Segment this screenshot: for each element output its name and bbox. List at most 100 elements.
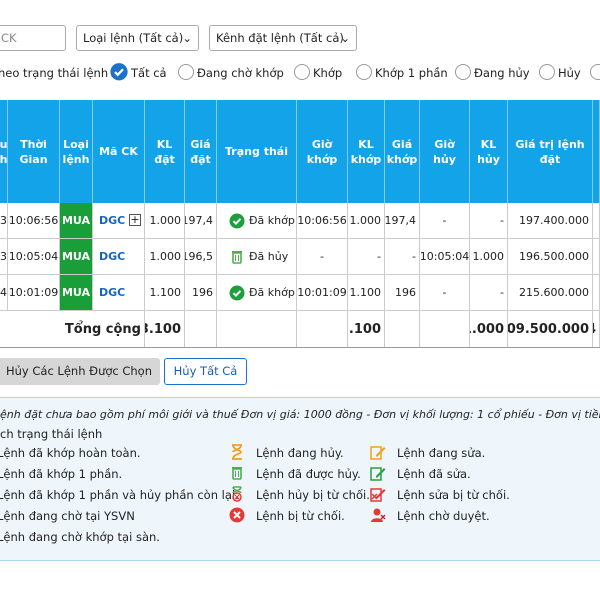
expand-icon[interactable]: + <box>129 213 141 226</box>
table-cell: 196 <box>185 275 217 311</box>
table-cell: - <box>297 239 348 275</box>
header-cell: Giá khớp <box>385 100 420 203</box>
status-icon <box>229 213 245 232</box>
legend-icon <box>370 486 386 505</box>
table-cell: 197,4 <box>385 203 420 239</box>
total-cell: 4 <box>593 311 600 348</box>
total-cell: 609.500.000 <box>508 311 593 348</box>
caret: ⌄ <box>182 31 192 45</box>
header-cell <box>593 100 600 203</box>
total-cell <box>297 311 348 348</box>
legend-text: Lệnh chờ duyệt. <box>397 509 490 523</box>
note: ệnh đặt chưa bao gồm phí môi giới và thu… <box>0 408 600 421</box>
radio-label: Đang hủy <box>474 66 530 80</box>
legend-text: Lệnh hủy bị từ chối. <box>256 488 370 502</box>
header-cell: Mã CK <box>93 100 145 203</box>
legend-text: Lệnh bị từ chối. <box>256 509 345 523</box>
channel-select[interactable]: Kênh đặt lệnh (Tất cả) ⌄ <box>209 25 357 51</box>
table-cell: - <box>420 275 470 311</box>
total-cell <box>217 311 297 348</box>
radio[interactable] <box>356 64 372 80</box>
legend-text: Lệnh đã sửa. <box>397 467 471 481</box>
table-cell: 197.400.000 <box>508 203 593 239</box>
radio[interactable] <box>590 64 600 80</box>
legend-icon <box>229 444 245 463</box>
legend-icon <box>370 444 386 463</box>
table-cell: 10:05:04 <box>420 239 470 275</box>
radio-label: Khớp <box>313 66 343 80</box>
status-label: heo trạng thái lệnh <box>0 66 109 80</box>
table-cell: - <box>420 203 470 239</box>
radio[interactable] <box>539 64 555 80</box>
icon <box>371 508 386 522</box>
legend-text: Lệnh đã khớp hoàn toàn. <box>0 446 141 460</box>
legend-text: Lệnh đã khớp 1 phần và hủy phần còn lại. <box>0 488 239 502</box>
table-cell: - <box>470 203 508 239</box>
status-icon <box>229 285 245 304</box>
table-cell: MUA <box>60 239 93 275</box>
caret: ⌄ <box>340 31 350 45</box>
table-cell: - <box>385 239 420 275</box>
total-cell: 3.100 <box>145 311 185 348</box>
table-cell: 1.000 <box>145 239 185 275</box>
legend-text: Lệnh đang hủy. <box>256 446 344 460</box>
header-cell: Thời Gian <box>8 100 60 203</box>
table-cell: 196 <box>385 275 420 311</box>
legend-icon <box>229 465 245 484</box>
icon <box>229 285 245 301</box>
header-cell: Giá trị lệnh đặt <box>508 100 593 203</box>
total-cell <box>185 311 217 348</box>
select-text: Kênh đặt lệnh (Tất cả) <box>216 31 344 45</box>
table-cell: 1.000 <box>145 203 185 239</box>
table-cell: DGC <box>93 239 145 275</box>
table-cell: Đã khớp <box>217 203 297 239</box>
radio[interactable] <box>178 64 194 80</box>
status-icon <box>229 249 245 268</box>
icon <box>229 507 245 523</box>
legend-text: Lệnh đang chờ tại YSVN <box>0 509 135 523</box>
table-cell: 10:06:56 <box>8 203 60 239</box>
table-cell: 10:01:09 <box>297 275 348 311</box>
table-cell: MUA <box>60 275 93 311</box>
icon <box>370 467 386 481</box>
table-cell: 10:01:09 <box>8 275 60 311</box>
table-cell: DGC <box>93 275 145 311</box>
select-text: Loại lệnh (Tất cả) <box>83 31 184 45</box>
radio[interactable] <box>455 64 471 80</box>
radio-label: Tất cả <box>131 66 167 80</box>
table-cell: - <box>348 239 385 275</box>
icon <box>232 467 242 480</box>
legend-text: Lệnh đã khớp 1 phần. <box>0 467 123 481</box>
cancel-all-button[interactable]: Hủy Tất Cả <box>164 358 247 385</box>
table-cell: - <box>470 275 508 311</box>
table-cell: 1.000 <box>348 203 385 239</box>
table-cell: 215.600.000 <box>508 275 593 311</box>
header-cell: u h <box>0 100 8 203</box>
icon <box>110 63 128 81</box>
legend-text: Lệnh đang sửa. <box>397 446 486 460</box>
order-type-select[interactable]: Loại lệnh (Tất cả) ⌄ <box>76 25 199 51</box>
total-cell <box>420 311 470 348</box>
legend-icon <box>370 465 386 484</box>
table-cell: 4 <box>0 275 8 311</box>
header-cell: KL hủy <box>470 100 508 203</box>
table-cell: 3 <box>0 239 8 275</box>
radio[interactable] <box>294 64 310 80</box>
icon <box>229 213 245 229</box>
header-cell: KL đặt <box>145 100 185 203</box>
legend-icon <box>229 507 245 526</box>
table-cell: 1.100 <box>145 275 185 311</box>
legend-icon <box>370 507 386 526</box>
total-label: Tổng cộng <box>0 311 145 348</box>
header-cell: KL khớp <box>348 100 385 203</box>
symbol-input[interactable]: CK <box>0 25 66 51</box>
legend-title: ch trạng thái lệnh <box>0 427 103 441</box>
icon <box>370 488 386 502</box>
table-cell <box>593 239 600 275</box>
cancel-selected-button[interactable]: Hủy Các Lệnh Được Chọn <box>0 358 160 385</box>
icon <box>232 486 242 502</box>
header-cell: Loại lệnh <box>60 100 93 203</box>
table-cell: 197,4 <box>185 203 217 239</box>
legend-text: Lệnh sửa bị từ chối. <box>397 488 510 502</box>
